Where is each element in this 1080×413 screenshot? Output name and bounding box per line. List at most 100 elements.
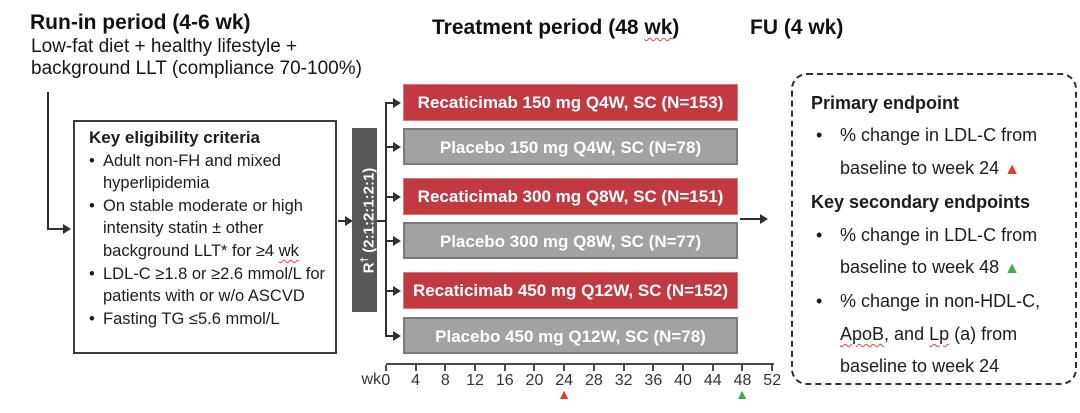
run-in-description-line-1: Low-fat diet + healthy lifestyle + [31, 36, 298, 57]
timeline-axis-line [386, 363, 774, 365]
endpoint-line: baseline to week 24 [840, 356, 1000, 377]
timeline-tick: 52 [757, 365, 787, 390]
bullet-icon: • [816, 224, 823, 245]
eligibility-to-randomization-arrow-line [338, 220, 347, 222]
endpoint-text: baseline to week 24 [840, 157, 1005, 178]
branch-arrow-line [385, 101, 395, 104]
timeline-tick: 40 [668, 365, 698, 390]
arm-bar-placebo-450: Placebo 450 mg Q12W, SC (N=78) [403, 317, 738, 354]
endpoint-text: % change in non-HDL-C, [840, 291, 1041, 312]
tick-mark [592, 365, 595, 371]
endpoint-line: • % change in non-HDL-C, [811, 285, 1067, 317]
tick-label: 4 [411, 372, 421, 389]
tick-label: 36 [644, 372, 663, 389]
randomization-label: R† (2:1:2:1:2:1) [353, 129, 378, 313]
tick-label: 32 [614, 372, 633, 389]
tick-mark [741, 365, 744, 371]
timeline-tick: 28 [579, 365, 609, 390]
spellcheck-word: wk [278, 241, 299, 260]
tick-mark [384, 365, 387, 371]
eligibility-item-statin: • On stable moderate or high intensity s… [89, 195, 329, 263]
endpoint-line: • % change in LDL-C from [811, 119, 1067, 151]
timeline-ticks: 0 4 8 12 16 20 24 28 32 36 40 44 48 52 [371, 365, 787, 390]
treatment-period-title-text: Treatment period (48 [432, 16, 645, 39]
endpoint-text: % change in LDL-C from [840, 125, 1038, 146]
timeline-tick: 0 [371, 365, 401, 390]
timeline-tick: 4 [401, 365, 431, 390]
green-triangle-up-icon: ▲ [1004, 260, 1020, 278]
arm-bar-recaticimab-150: Recaticimab 150 mg Q4W, SC (N=153) [403, 84, 738, 121]
spellcheck-word: Lp [929, 323, 950, 344]
randomization-branch-line [385, 102, 387, 337]
eligibility-item-tg: • Fasting TG ≤5.6 mmol/L [89, 308, 329, 331]
arm-bar-recaticimab-300: Recaticimab 300 mg Q8W, SC (N=151) [403, 178, 738, 215]
endpoints-box: Primary endpoint • % change in LDL-C fro… [791, 73, 1077, 385]
endpoint-text: % change in LDL-C from [840, 224, 1038, 245]
timeline-tick: 20 [520, 365, 550, 390]
eligibility-line: patients with or w/o ASCVD [103, 287, 305, 306]
bullet-icon: • [89, 196, 95, 215]
spellcheck-word: ApoB [840, 323, 885, 344]
eligibility-line: hyperlipidemia [103, 174, 210, 193]
tick-label: 16 [495, 372, 514, 389]
tick-label: 12 [466, 372, 484, 389]
tick-label: 28 [584, 372, 603, 389]
tick-label: 44 [703, 372, 722, 389]
eligibility-box: Key eligibility criteria • Adult non-FH … [73, 120, 337, 354]
timeline-unit-label: wk [361, 371, 381, 388]
bullet-icon: • [816, 291, 823, 312]
tick-mark [711, 365, 714, 371]
branch-arrow-line [385, 195, 395, 198]
arrowhead-right-icon [760, 214, 768, 224]
run-in-description-line-2: background LLT (compliance 70-100%) [31, 58, 362, 79]
tick-label: 48 [733, 372, 752, 389]
timeline-tick: 12 [460, 365, 490, 390]
red-triangle-up-icon: ▲ [1004, 160, 1020, 178]
eligibility-title: Key eligibility criteria [89, 128, 261, 147]
tick-mark [444, 365, 447, 371]
eligibility-list: • Adult non-FH and mixed hyperlipidemia … [89, 150, 329, 331]
runin-to-eligibility-connector-vertical [47, 92, 49, 230]
arrowhead-right-icon [393, 97, 401, 108]
arm-bar-placebo-300: Placebo 300 mg Q8W, SC (N=77) [403, 222, 738, 259]
endpoint-line: baseline to week 24 ▲ [811, 152, 1067, 186]
timeline-tick: 32 [609, 365, 639, 390]
primary-endpoint-title: Primary endpoint [811, 93, 960, 113]
runin-to-eligibility-connector-horizontal [47, 228, 65, 230]
timeline-tick: 8 [430, 365, 460, 390]
tick-mark [414, 365, 417, 371]
arms-to-endpoints-arrow-line [740, 218, 762, 220]
endpoint-text: , and [884, 323, 930, 344]
eligibility-line: background LLT* for ≥4 wk [103, 240, 329, 263]
bullet-icon: • [816, 125, 823, 146]
arrowhead-right-icon [393, 141, 401, 152]
endpoint-text: baseline to week 48 [840, 257, 1005, 278]
arrowhead-right-icon [393, 235, 401, 246]
endpoint-line: baseline to week 48 ▲ [811, 251, 1067, 285]
randomization-to-branch-connector [377, 220, 387, 222]
treatment-period-title: Treatment period (48 wk) [432, 16, 679, 40]
eligibility-line: LDL-C ≥1.8 or ≥2.6 mmol/L for [103, 264, 325, 283]
eligibility-line-text: background LLT* for ≥4 [103, 241, 279, 260]
tick-label: 24 [555, 372, 574, 389]
tick-mark [563, 365, 566, 371]
eligibility-line: On stable moderate or high [103, 196, 303, 215]
tick-mark [682, 365, 685, 371]
eligibility-line: intensity statin ± other [103, 219, 264, 238]
tick-label: 20 [525, 372, 544, 389]
arrowhead-right-icon [345, 216, 353, 226]
bullet-icon: • [89, 264, 95, 283]
timeline-tick: 16 [490, 365, 520, 390]
run-in-period-title: Run-in period (4-6 wk) [30, 11, 251, 34]
timeline-tick: 44 [698, 365, 728, 390]
eligibility-item-population: • Adult non-FH and mixed hyperlipidemia [89, 150, 329, 195]
tick-label: 8 [440, 372, 450, 389]
week48-triangle-icon: ▲ [735, 386, 749, 402]
arrowhead-right-icon [393, 330, 401, 341]
arrowhead-right-icon [393, 285, 401, 296]
week24-triangle-icon: ▲ [557, 386, 571, 402]
tick-label: 40 [674, 372, 692, 389]
eligibility-line: Adult non-FH and mixed [103, 151, 281, 170]
bullet-icon: • [89, 309, 95, 328]
